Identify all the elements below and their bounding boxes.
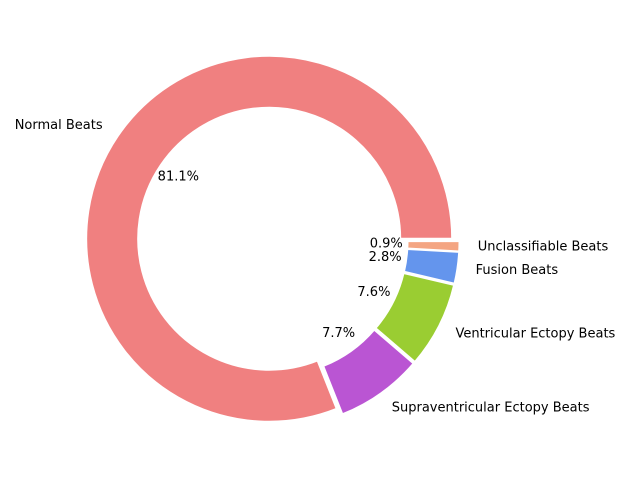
slice-normal-beats bbox=[85, 54, 454, 423]
pct-ventricular-ectopy-beats: 7.6% bbox=[357, 285, 390, 300]
pct-fusion-beats: 2.8% bbox=[369, 250, 402, 265]
slice-supraventricular-ectopy-beats bbox=[321, 328, 416, 416]
label-supraventricular-ectopy-beats: Supraventricular Ectopy Beats bbox=[392, 401, 590, 416]
label-ventricular-ectopy-beats: Ventricular Ectopy Beats bbox=[455, 327, 615, 342]
pct-normal-beats: 81.1% bbox=[158, 170, 199, 185]
slice-ventricular-ectopy-beats bbox=[374, 271, 456, 364]
pct-supraventricular-ectopy-beats: 7.7% bbox=[322, 326, 355, 341]
slices-layer bbox=[85, 54, 461, 423]
slice-unclassifiable-beats bbox=[406, 240, 461, 253]
label-normal-beats: Normal Beats bbox=[15, 118, 103, 133]
pct-unclassifiable-beats: 0.9% bbox=[370, 237, 403, 252]
label-fusion-beats: Fusion Beats bbox=[476, 263, 559, 278]
labels-layer: Normal Beats 81.1% Supraventricular Ectopy… bbox=[15, 118, 616, 415]
label-unclassifiable-beats: Unclassifiable Beats bbox=[478, 239, 609, 254]
